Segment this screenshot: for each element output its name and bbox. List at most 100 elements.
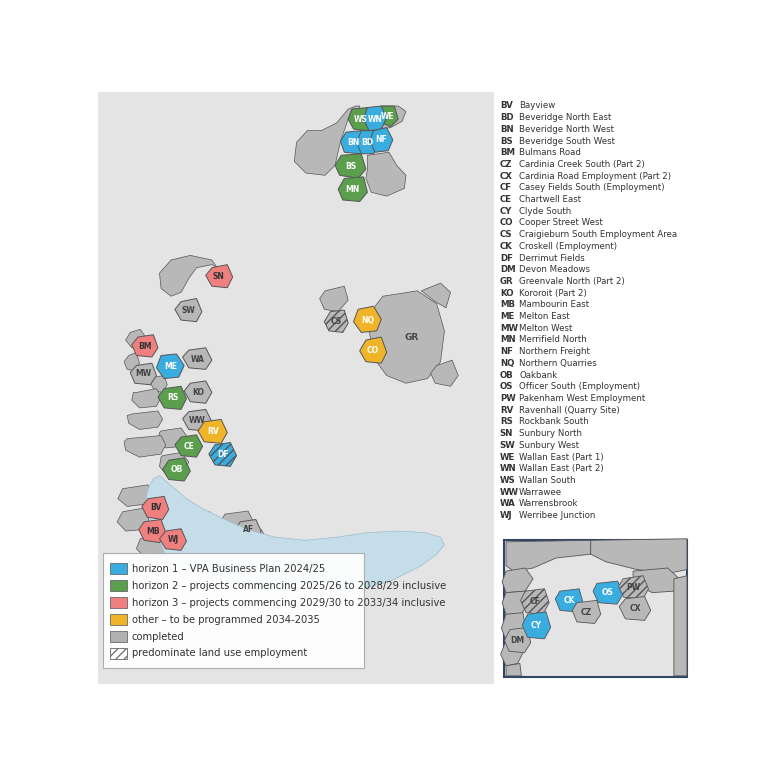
- Polygon shape: [324, 310, 348, 333]
- Text: SW: SW: [500, 441, 515, 450]
- Text: RV: RV: [500, 406, 513, 415]
- Text: CF: CF: [529, 598, 540, 606]
- Text: horizon 2 – projects commencing 2025/26 to 2028/29 inclusive: horizon 2 – projects commencing 2025/26 …: [132, 581, 446, 591]
- Polygon shape: [132, 335, 158, 357]
- Polygon shape: [151, 376, 167, 392]
- Text: WW: WW: [500, 488, 519, 497]
- Text: WA: WA: [190, 355, 204, 364]
- Polygon shape: [118, 508, 149, 531]
- Text: BN: BN: [347, 137, 359, 147]
- Polygon shape: [502, 591, 528, 614]
- Text: Derrimut Fields: Derrimut Fields: [519, 253, 585, 263]
- Text: SN: SN: [213, 273, 225, 281]
- Polygon shape: [501, 639, 523, 666]
- Text: WE: WE: [381, 112, 394, 121]
- Text: Bayview: Bayview: [519, 101, 555, 111]
- Text: Melton West: Melton West: [519, 324, 572, 333]
- Polygon shape: [158, 428, 187, 448]
- Text: BN: BN: [500, 125, 514, 134]
- Polygon shape: [572, 601, 601, 624]
- Text: WE: WE: [500, 452, 515, 462]
- Text: DF: DF: [217, 450, 228, 459]
- Text: Croskell (Employment): Croskell (Employment): [519, 242, 617, 251]
- Text: BS: BS: [345, 161, 356, 170]
- Polygon shape: [353, 306, 381, 333]
- Bar: [98, 92, 495, 684]
- Polygon shape: [220, 511, 253, 532]
- Polygon shape: [521, 589, 549, 614]
- Polygon shape: [124, 435, 166, 457]
- Text: other – to be programmed 2034-2035: other – to be programmed 2034-2035: [132, 614, 319, 624]
- Text: BM: BM: [138, 342, 151, 351]
- Text: SN: SN: [500, 429, 513, 438]
- Polygon shape: [178, 511, 215, 532]
- Polygon shape: [618, 576, 648, 599]
- Text: MB: MB: [146, 527, 159, 535]
- Text: WN: WN: [368, 114, 382, 124]
- Text: ME: ME: [500, 312, 514, 321]
- Text: Clyde South: Clyde South: [519, 207, 571, 216]
- Polygon shape: [235, 519, 261, 541]
- Polygon shape: [183, 348, 212, 369]
- Polygon shape: [431, 360, 458, 386]
- Polygon shape: [522, 612, 551, 639]
- Text: Wallan East (Part 1): Wallan East (Part 1): [519, 452, 604, 462]
- Text: Wallan East (Part 2): Wallan East (Part 2): [519, 464, 604, 473]
- Text: MW: MW: [135, 369, 151, 379]
- Polygon shape: [619, 597, 650, 621]
- Text: MW: MW: [500, 324, 518, 333]
- Text: Ravenhall (Quarry Site): Ravenhall (Quarry Site): [519, 406, 620, 415]
- Text: Officer South (Employment): Officer South (Employment): [519, 382, 640, 391]
- Text: CZ: CZ: [500, 160, 512, 169]
- Text: Oakbank: Oakbank: [519, 371, 558, 379]
- Polygon shape: [369, 291, 445, 383]
- Text: CE: CE: [500, 195, 511, 204]
- Polygon shape: [363, 106, 386, 131]
- Polygon shape: [139, 519, 166, 543]
- Polygon shape: [506, 541, 591, 571]
- Polygon shape: [369, 127, 392, 152]
- Text: NQ: NQ: [500, 359, 515, 368]
- Polygon shape: [146, 475, 445, 597]
- Text: BD: BD: [362, 137, 373, 147]
- Text: Chartwell East: Chartwell East: [519, 195, 581, 204]
- Text: GR: GR: [405, 333, 419, 342]
- Polygon shape: [633, 568, 679, 593]
- Text: Beveridge South West: Beveridge South West: [519, 137, 615, 145]
- Text: KO: KO: [192, 388, 204, 397]
- Text: NF: NF: [376, 135, 387, 144]
- Text: Cardinia Road Employment (Part 2): Cardinia Road Employment (Part 2): [519, 171, 671, 180]
- Polygon shape: [348, 108, 373, 131]
- Text: Cardinia Creek South (Part 2): Cardinia Creek South (Part 2): [519, 160, 645, 169]
- Text: CE: CE: [184, 442, 194, 451]
- Polygon shape: [502, 613, 525, 641]
- Polygon shape: [319, 286, 348, 312]
- Bar: [111, 598, 127, 608]
- Text: Craigieburn South Employment Area: Craigieburn South Employment Area: [519, 230, 677, 239]
- Text: CZ: CZ: [581, 607, 592, 617]
- Text: RS: RS: [500, 418, 513, 426]
- Text: WS: WS: [353, 114, 367, 124]
- Text: Cooper Street West: Cooper Street West: [519, 218, 603, 227]
- Text: CX: CX: [500, 171, 513, 180]
- Polygon shape: [502, 568, 533, 593]
- Text: RV: RV: [207, 427, 219, 436]
- Text: MB: MB: [500, 300, 515, 310]
- Polygon shape: [157, 354, 184, 379]
- Text: CS: CS: [330, 317, 342, 326]
- Text: Beveridge North East: Beveridge North East: [519, 113, 611, 122]
- Bar: [111, 648, 127, 659]
- Polygon shape: [158, 386, 187, 409]
- Text: NF: NF: [500, 347, 513, 356]
- Polygon shape: [160, 452, 189, 475]
- Text: OS: OS: [500, 382, 513, 391]
- Text: predominate land use employment: predominate land use employment: [132, 648, 307, 658]
- Text: SW: SW: [181, 306, 195, 315]
- Polygon shape: [126, 329, 146, 348]
- Polygon shape: [591, 539, 687, 574]
- Text: BS: BS: [500, 137, 512, 145]
- Text: OB: OB: [500, 371, 514, 379]
- Text: CO: CO: [367, 346, 379, 356]
- Text: Northern Freight: Northern Freight: [519, 347, 590, 356]
- Text: horizon 3 – projects commencing 2029/30 to 2033/34 inclusive: horizon 3 – projects commencing 2029/30 …: [132, 598, 445, 607]
